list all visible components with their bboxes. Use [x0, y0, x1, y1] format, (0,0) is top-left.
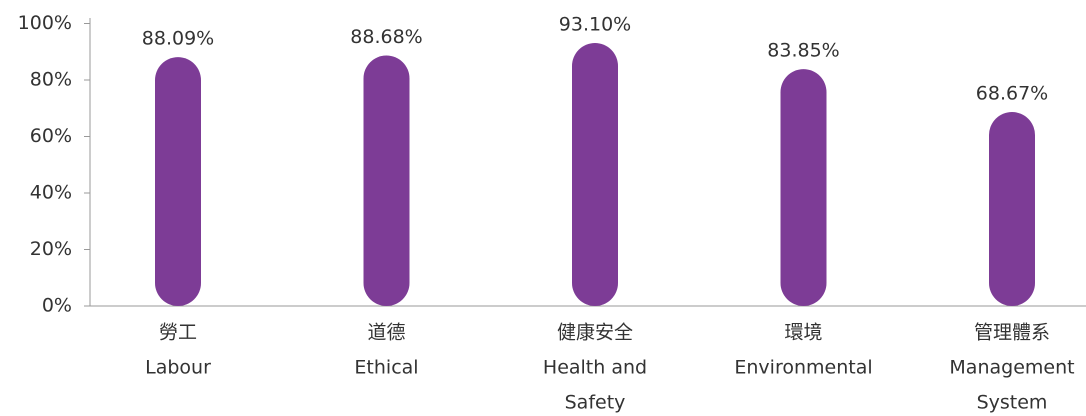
y-tick-label: 100%: [18, 12, 72, 34]
value-label: 83.85%: [767, 40, 839, 62]
y-tick-label: 60%: [30, 125, 72, 147]
y-tick-label: 80%: [30, 69, 72, 91]
x-tick-label: Labour: [145, 357, 211, 379]
x-tick-label: System: [977, 392, 1048, 414]
x-tick-label: Ethical: [354, 357, 418, 379]
y-tick-label: 20%: [30, 238, 72, 260]
x-tick-label: Environmental: [734, 357, 872, 379]
x-tick-label: Health and: [543, 357, 647, 379]
value-label: 68.67%: [976, 83, 1048, 105]
bar: [572, 42, 618, 307]
value-label: 88.09%: [142, 28, 214, 50]
x-tick-label: 健康安全: [557, 322, 633, 344]
bar: [780, 69, 827, 306]
x-tick-label: 道德: [367, 322, 405, 344]
x-tick-label: Management: [949, 357, 1074, 379]
x-tick-label: 勞工: [159, 322, 197, 344]
bar: [363, 55, 410, 306]
bar: [155, 57, 201, 306]
x-tick-label: 環境: [784, 322, 822, 344]
x-tick-label: 管理體系: [974, 322, 1050, 344]
y-tick-label: 40%: [30, 182, 72, 204]
value-label: 93.10%: [559, 13, 631, 35]
y-tick-label: 0%: [42, 295, 72, 317]
bar: [989, 112, 1035, 306]
x-tick-label: Safety: [565, 392, 626, 414]
value-label: 88.68%: [350, 26, 422, 48]
